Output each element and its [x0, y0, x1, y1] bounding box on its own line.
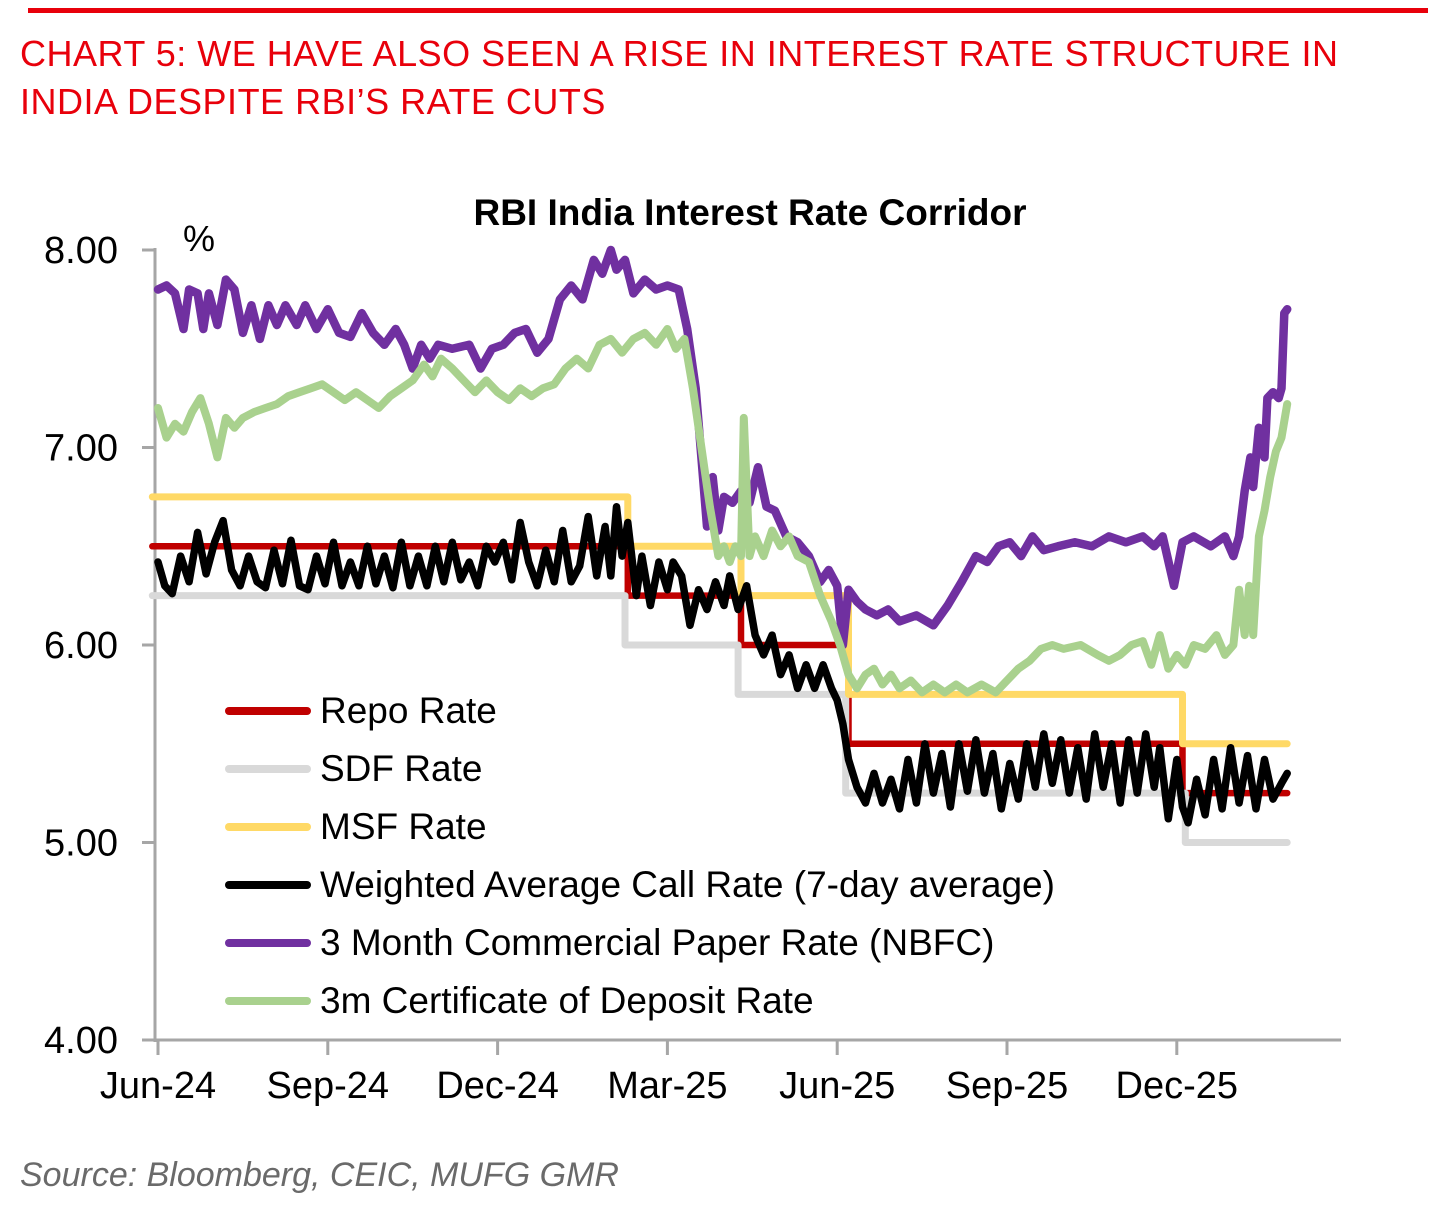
legend-swatch [225, 939, 311, 947]
x-tick-label: Dec-25 [1116, 1065, 1239, 1107]
y-tick-label: 6.00 [44, 625, 118, 667]
series-3m-certificate-of-deposit-rate [154, 325, 1292, 697]
legend-label: MSF Rate [320, 806, 487, 847]
legend-swatch [225, 707, 311, 715]
legend-item: MSF Rate [225, 798, 1055, 856]
x-tick-label: Dec-24 [436, 1065, 559, 1107]
x-tick-label: Sep-25 [946, 1065, 1069, 1107]
x-tick-label: Mar-25 [607, 1065, 727, 1107]
legend-item: Repo Rate [225, 682, 1055, 740]
source-note: Source: Bloomberg, CEIC, MUFG GMR [20, 1156, 619, 1194]
chart-title: RBI India Interest Rate Corridor [473, 192, 1027, 233]
x-tick-label: Jun-25 [779, 1065, 895, 1107]
legend-swatch [225, 881, 311, 889]
header-accent-rule [28, 8, 1428, 13]
legend-item: Weighted Average Call Rate (7-day averag… [225, 856, 1055, 914]
document-title-line2: INDIA DESPITE RBI’S RATE CUTS [20, 81, 606, 122]
legend-item: 3 Month Commercial Paper Rate (NBFC) [225, 914, 1055, 972]
legend-swatch [225, 823, 311, 831]
x-tick-label: Sep-24 [267, 1065, 390, 1107]
legend: Repo Rate SDF Rate MSF Rate Weighted Averag… [225, 682, 1055, 1030]
legend-label: 3 Month Commercial Paper Rate (NBFC) [320, 922, 995, 963]
series-3-month-commercial-paper-rate-nbfc [153, 245, 1292, 650]
y-tick-label: 4.00 [44, 1020, 118, 1062]
legend-swatch [225, 997, 311, 1005]
legend-item: SDF Rate [225, 740, 1055, 798]
y-tick-label: 8.00 [44, 230, 118, 272]
series-weighted-average-call-rate-7-day-average [154, 502, 1291, 827]
legend-item: 3m Certificate of Deposit Rate [225, 972, 1055, 1030]
legend-label: Repo Rate [320, 690, 497, 731]
x-tick-label: Jun-24 [100, 1065, 216, 1107]
legend-label: Weighted Average Call Rate (7-day averag… [320, 864, 1055, 905]
legend-label: 3m Certificate of Deposit Rate [320, 980, 814, 1021]
document-title-line1: CHART 5: WE HAVE ALSO SEEN A RISE IN INT… [20, 33, 1339, 74]
legend-label: SDF Rate [320, 748, 483, 789]
y-axis-unit-label: % [183, 218, 216, 259]
y-tick-label: 7.00 [44, 428, 118, 470]
series-repo-rate [149, 543, 1291, 797]
legend-swatch [225, 765, 311, 773]
y-tick-label: 5.00 [44, 823, 118, 865]
document-title: CHART 5: WE HAVE ALSO SEEN A RISE IN INT… [20, 30, 1420, 126]
